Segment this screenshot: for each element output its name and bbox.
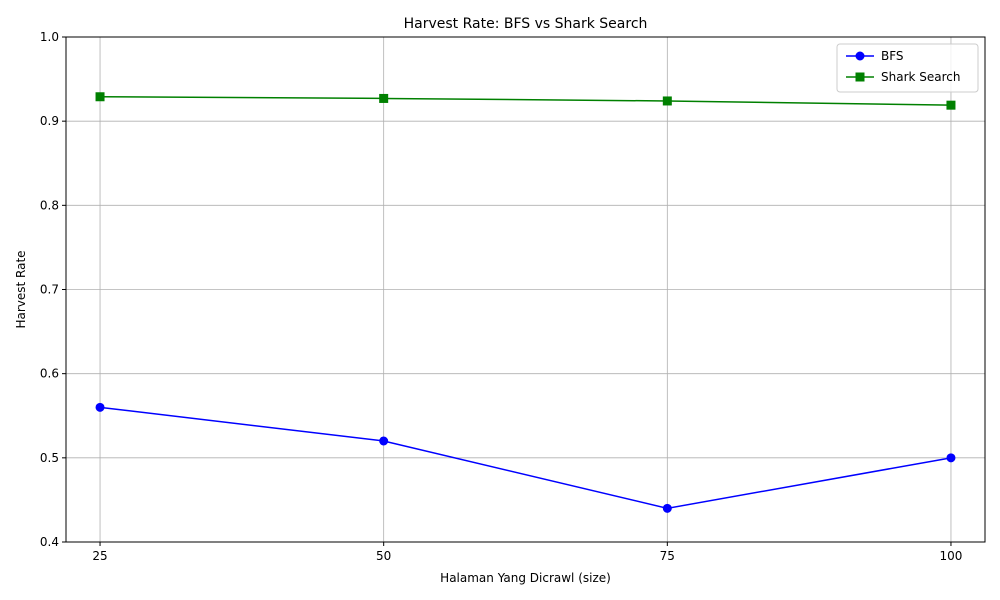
x-axis-label: Halaman Yang Dicrawl (size) <box>440 571 611 585</box>
data-point-bfs <box>379 436 389 446</box>
y-tick-label: 0.4 <box>40 535 59 549</box>
legend: BFS Shark Search <box>836 43 979 93</box>
y-tick-label: 0.7 <box>40 283 59 297</box>
chart-title: Harvest Rate: BFS vs Shark Search <box>404 16 648 32</box>
series-shark-search <box>95 92 956 110</box>
data-point-shark-search <box>379 93 389 103</box>
data-point-bfs <box>95 402 105 412</box>
data-point-shark-search <box>662 96 672 106</box>
legend-label-bfs: BFS <box>881 49 904 63</box>
series-bfs <box>95 402 956 513</box>
y-tick-label: 0.9 <box>40 114 59 128</box>
x-tick-label: 100 <box>940 549 963 563</box>
legend-label-shark-search: Shark Search <box>881 70 961 84</box>
data-point-bfs <box>662 503 672 513</box>
legend-entries: BFS Shark Search <box>846 49 961 84</box>
series-layer <box>95 92 956 513</box>
series-line-bfs <box>99 406 952 510</box>
y-axis-label: Harvest Rate <box>14 250 28 328</box>
legend-entry-shark-search: Shark Search <box>846 70 961 84</box>
legend-marker-shark-search <box>855 72 865 82</box>
y-tick-label: 0.5 <box>40 451 59 465</box>
y-tick-label: 0.8 <box>40 198 59 212</box>
x-tick-label: 25 <box>92 549 107 563</box>
series-line-shark-search <box>100 96 951 106</box>
x-tick-label: 50 <box>376 549 391 563</box>
legend-marker-bfs <box>855 51 865 61</box>
x-tick-label: 75 <box>660 549 675 563</box>
y-axis: 0.4 0.5 0.6 0.7 0.8 0.9 1.0 <box>40 30 66 549</box>
y-tick-label: 0.6 <box>40 367 59 381</box>
grid <box>66 36 985 543</box>
data-point-shark-search <box>946 100 956 110</box>
legend-entry-bfs: BFS <box>846 49 904 63</box>
data-point-bfs <box>946 453 956 463</box>
legend-box <box>836 43 979 93</box>
data-point-shark-search <box>95 92 105 102</box>
x-axis: 25 50 75 100 <box>92 542 962 563</box>
y-tick-label: 1.0 <box>40 30 59 44</box>
